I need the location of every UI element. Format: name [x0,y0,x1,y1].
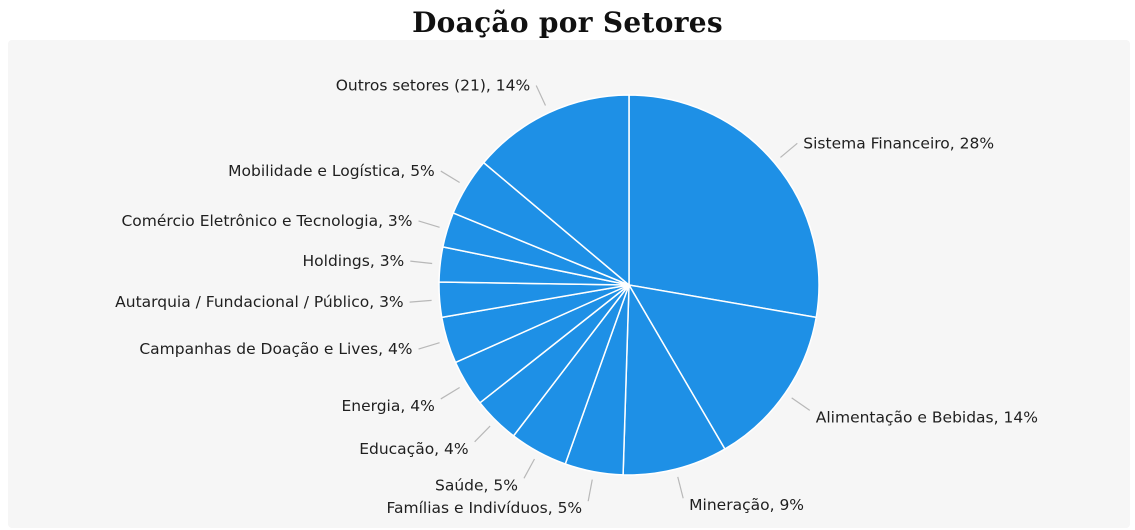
slice-label: Famílias e Indivíduos, 5% [387,499,583,517]
leader-line [677,476,684,499]
pie-slice[interactable] [622,284,726,476]
leader-line [474,425,491,443]
slice-labels: Sistema Financeiro, 28% Alimentação e Beb… [115,77,1038,518]
slice-label: Autarquia / Fundacional / Público, 3% [115,293,404,311]
slice-label: Energia, 4% [341,397,434,415]
chart-title: Doação por Setores [412,6,723,39]
slice-label: Holdings, 3% [303,252,405,270]
slice-label: Alimentação e Bebidas, 14% [816,408,1038,426]
pie-slice[interactable] [628,284,817,450]
leader-line [440,170,460,183]
slice-label: Mobilidade e Logística, 5% [228,162,435,180]
slice-label: Mineração, 9% [689,496,804,514]
leader-line [587,479,593,502]
leader-line [418,220,440,228]
leader-line [418,342,440,350]
slice-label: Campanhas de Doação e Lives, 4% [139,340,412,358]
leader-line [791,397,811,411]
pie-slices [438,94,820,476]
leader-line [523,458,536,479]
leader-line [535,85,547,106]
slice-label: Outros setores (21), 14% [336,77,530,95]
leader-line [440,387,460,400]
slice-label: Saúde, 5% [435,476,518,494]
pie-slice[interactable] [482,94,630,286]
slice-label: Educação, 4% [359,440,468,458]
pie-slice[interactable] [628,94,820,319]
slice-label: Comércio Eletrônico e Tecnologia, 3% [121,212,412,230]
slice-label: Sistema Financeiro, 28% [803,134,994,152]
leader-lines [409,85,811,502]
leader-line [780,142,798,158]
leader-line [409,299,432,303]
leader-line [410,260,433,265]
